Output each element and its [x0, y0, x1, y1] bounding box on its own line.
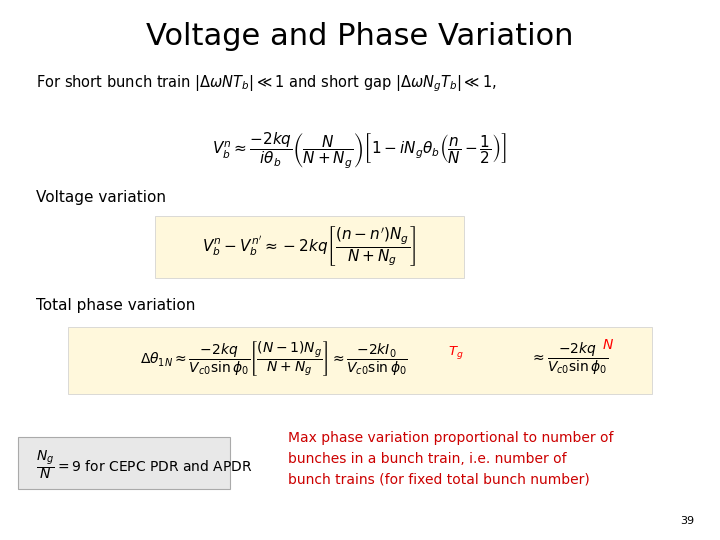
Text: For short bunch train $|\Delta\omega NT_b| \ll 1$ and short gap $|\Delta\omega N: For short bunch train $|\Delta\omega NT_…	[36, 73, 497, 94]
Text: $\approx \dfrac{-2kq}{V_{c0}\sin\phi_0}$: $\approx \dfrac{-2kq}{V_{c0}\sin\phi_0}$	[530, 341, 608, 377]
Text: Voltage variation: Voltage variation	[36, 190, 166, 205]
FancyBboxPatch shape	[155, 216, 464, 278]
Text: $V_b^n - V_b^{n'} \approx -2kq\left[\dfrac{(n-n')N_g}{N+N_g}\right]$: $V_b^n - V_b^{n'} \approx -2kq\left[\dfr…	[202, 224, 417, 268]
Text: $V_b^n \approx \dfrac{-2kq}{i\theta_b}\left(\dfrac{N}{N+N_g}\right)\left[1 - iN_: $V_b^n \approx \dfrac{-2kq}{i\theta_b}\l…	[212, 131, 508, 171]
FancyBboxPatch shape	[18, 437, 230, 489]
Text: Voltage and Phase Variation: Voltage and Phase Variation	[146, 22, 574, 51]
Text: $\dfrac{N_g}{N} = 9$ for CEPC PDR and APDR: $\dfrac{N_g}{N} = 9$ for CEPC PDR and AP…	[36, 448, 253, 481]
Text: Max phase variation proportional to number of
bunches in a bunch train, i.e. num: Max phase variation proportional to numb…	[288, 431, 613, 487]
Text: $N$: $N$	[603, 338, 614, 352]
FancyBboxPatch shape	[68, 327, 652, 394]
Text: $T_g$: $T_g$	[448, 343, 464, 361]
Text: $\Delta\theta_{1N} \approx \dfrac{-2kq}{V_{c0}\sin\phi_0}\left[\dfrac{(N-1)N_g}{: $\Delta\theta_{1N} \approx \dfrac{-2kq}{…	[140, 340, 408, 379]
Text: 39: 39	[680, 516, 695, 526]
Text: Total phase variation: Total phase variation	[36, 298, 195, 313]
